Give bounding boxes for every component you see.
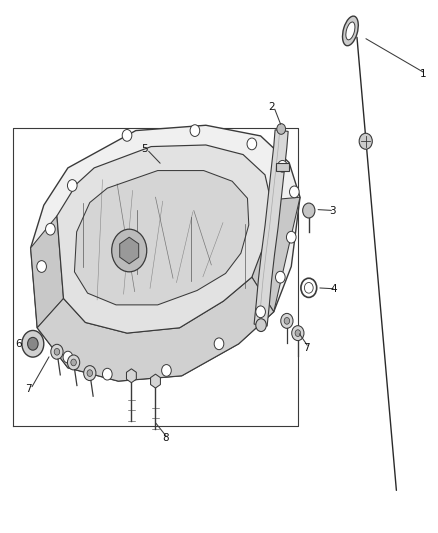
Polygon shape bbox=[127, 369, 136, 383]
Circle shape bbox=[247, 138, 257, 150]
Circle shape bbox=[102, 368, 112, 380]
Circle shape bbox=[281, 313, 293, 328]
Circle shape bbox=[87, 370, 92, 376]
Circle shape bbox=[71, 359, 76, 366]
Circle shape bbox=[37, 261, 46, 272]
Text: 1: 1 bbox=[420, 69, 427, 78]
Circle shape bbox=[284, 318, 290, 324]
Text: 5: 5 bbox=[141, 144, 148, 154]
Polygon shape bbox=[120, 237, 139, 264]
Circle shape bbox=[295, 330, 300, 336]
Polygon shape bbox=[37, 277, 274, 381]
Circle shape bbox=[162, 365, 171, 376]
Ellipse shape bbox=[346, 22, 355, 40]
Circle shape bbox=[278, 160, 287, 172]
Circle shape bbox=[286, 231, 296, 243]
Circle shape bbox=[303, 203, 315, 218]
Ellipse shape bbox=[343, 16, 358, 46]
Polygon shape bbox=[151, 374, 160, 388]
Polygon shape bbox=[276, 163, 289, 171]
Circle shape bbox=[276, 271, 285, 283]
Text: 4: 4 bbox=[330, 284, 337, 294]
Polygon shape bbox=[31, 125, 300, 381]
Polygon shape bbox=[254, 130, 288, 326]
Circle shape bbox=[256, 319, 266, 332]
Circle shape bbox=[256, 306, 265, 318]
Text: 3: 3 bbox=[328, 206, 336, 215]
Circle shape bbox=[84, 366, 96, 381]
Circle shape bbox=[28, 337, 38, 350]
Circle shape bbox=[214, 338, 224, 350]
Circle shape bbox=[67, 180, 77, 191]
Text: 7: 7 bbox=[303, 343, 310, 352]
Circle shape bbox=[63, 351, 73, 363]
Circle shape bbox=[22, 330, 44, 357]
Text: 2: 2 bbox=[268, 102, 275, 111]
Circle shape bbox=[277, 124, 286, 134]
Polygon shape bbox=[31, 216, 64, 328]
Circle shape bbox=[290, 186, 299, 198]
Text: 6: 6 bbox=[15, 339, 22, 349]
Circle shape bbox=[54, 349, 60, 355]
Text: 7: 7 bbox=[25, 384, 32, 394]
Circle shape bbox=[292, 326, 304, 341]
Polygon shape bbox=[74, 171, 249, 305]
Text: 8: 8 bbox=[162, 433, 169, 443]
Circle shape bbox=[112, 229, 147, 272]
Circle shape bbox=[51, 344, 63, 359]
Circle shape bbox=[190, 125, 200, 136]
Circle shape bbox=[122, 130, 132, 141]
Circle shape bbox=[46, 223, 55, 235]
Circle shape bbox=[67, 355, 80, 370]
Polygon shape bbox=[252, 197, 300, 312]
Circle shape bbox=[359, 133, 372, 149]
Polygon shape bbox=[57, 145, 271, 333]
